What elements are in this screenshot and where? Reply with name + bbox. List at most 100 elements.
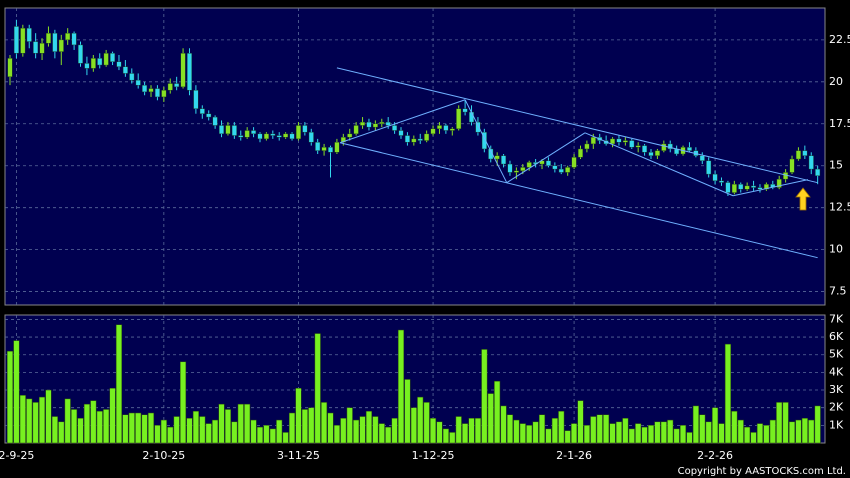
candle-body [411, 138, 417, 143]
volume-bar [26, 398, 33, 444]
volume-bar [147, 412, 155, 444]
volume-bar [353, 419, 360, 444]
volume-bar [462, 423, 469, 444]
candle-body [616, 138, 622, 143]
volume-bar [442, 428, 449, 444]
trend-line [336, 67, 818, 184]
x-tick-label: 2-2-26 [697, 449, 733, 462]
volume-bar [83, 403, 90, 444]
volume-bar [526, 425, 533, 444]
volume-bar [224, 409, 231, 444]
volume-bar [699, 414, 706, 444]
candle-body [20, 27, 26, 54]
volume-bar [596, 414, 603, 444]
candle-body [654, 150, 660, 156]
candle-body [315, 142, 321, 151]
volume-bar [680, 425, 687, 444]
candle-body [577, 148, 583, 158]
candle-body [590, 137, 596, 145]
volume-bar [718, 423, 725, 444]
candle-body [751, 185, 757, 188]
candle-body [13, 26, 19, 54]
volume-bar [135, 412, 142, 444]
candle-body [78, 44, 84, 64]
volume-bar [449, 432, 456, 444]
candle-body [648, 152, 654, 156]
volume-bar [609, 423, 616, 444]
volume-bar [776, 402, 783, 444]
candle-body [180, 53, 186, 88]
volume-bar [186, 418, 193, 444]
volume-bar [141, 414, 148, 444]
volume-bar [301, 409, 308, 444]
y-tick-label: 22.5 [829, 33, 850, 46]
volume-bar [494, 380, 501, 444]
volume-bar [558, 410, 565, 444]
volume-bar [205, 423, 212, 444]
candle-body [135, 79, 141, 86]
candle-body [443, 125, 449, 131]
volume-bar [308, 407, 315, 444]
candle-body [334, 142, 340, 153]
candle-body [39, 43, 45, 54]
volume-bar [724, 343, 731, 444]
volume-bar [218, 403, 225, 444]
volume-bar [756, 423, 764, 444]
candle-body [116, 61, 122, 67]
candle-body [436, 125, 442, 130]
candle-body [321, 147, 327, 151]
volume-bar [77, 418, 84, 444]
candle-body [308, 131, 314, 143]
volume-bar [692, 405, 699, 444]
volume-bar [167, 426, 174, 444]
volume-bar [513, 419, 520, 444]
volume-bar [500, 405, 507, 444]
candle-body [725, 182, 731, 193]
candle-body [71, 32, 77, 46]
volume-bar [615, 421, 623, 444]
candle-body [360, 121, 366, 126]
candle-body [629, 140, 635, 148]
candle-body [731, 183, 737, 193]
volume-bar [96, 410, 103, 444]
candle-body [802, 150, 808, 156]
volume-bar [519, 423, 526, 444]
volume-bar [391, 418, 398, 444]
volume-bar [58, 421, 65, 444]
candle-body [103, 53, 109, 66]
x-tick-label: 2-1-26 [556, 449, 592, 462]
y-tick-label: 2K [829, 401, 844, 414]
candle-body [545, 160, 551, 166]
x-tick-label: 1-12-25 [412, 449, 455, 462]
candle-body [186, 53, 192, 91]
candle-body [430, 128, 436, 135]
volume-bar [468, 418, 475, 444]
candle-body [686, 147, 692, 151]
candle-body [212, 116, 218, 126]
volume-bar [763, 425, 770, 444]
candle-body [270, 133, 276, 136]
candle-body [347, 133, 353, 138]
volume-bar [404, 379, 411, 444]
trend-line [339, 142, 818, 259]
candle-body [257, 133, 263, 140]
candle-body [45, 32, 51, 44]
candle-body [263, 133, 269, 140]
candle-body [295, 125, 301, 140]
volume-bar [622, 418, 629, 444]
volume-bar [263, 425, 270, 444]
candle-body [815, 168, 821, 176]
volume-bar [545, 428, 552, 444]
candle-body [526, 162, 532, 168]
candle-body [404, 135, 410, 143]
candle-body [712, 173, 718, 182]
volume-bar [282, 432, 289, 444]
volume-bar [603, 414, 610, 444]
volume-bar [32, 402, 39, 444]
volume-bar [173, 416, 180, 444]
candle-body [661, 143, 667, 151]
volume-bar [269, 428, 276, 444]
candle-body [231, 125, 237, 136]
volume-bar [660, 421, 667, 444]
volume-bar [51, 416, 58, 444]
